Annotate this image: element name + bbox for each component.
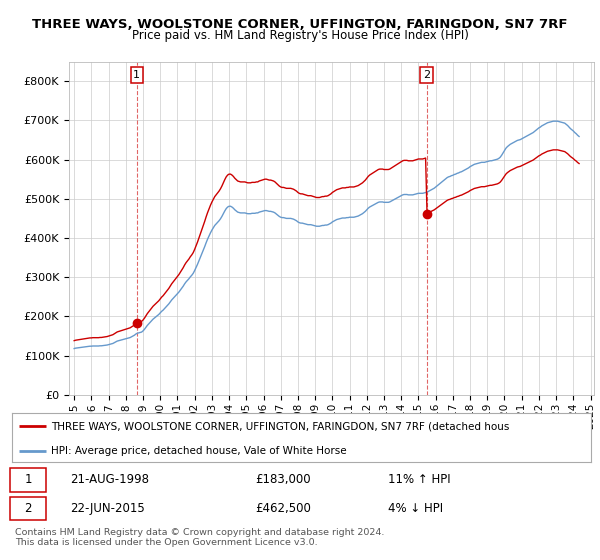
FancyBboxPatch shape [10, 468, 46, 492]
Text: Price paid vs. HM Land Registry's House Price Index (HPI): Price paid vs. HM Land Registry's House … [131, 29, 469, 42]
Text: 1: 1 [25, 473, 32, 486]
Text: 2: 2 [25, 502, 32, 515]
FancyBboxPatch shape [10, 497, 46, 520]
Text: £183,000: £183,000 [255, 473, 311, 486]
Text: 2: 2 [423, 70, 430, 80]
Text: 11% ↑ HPI: 11% ↑ HPI [388, 473, 451, 486]
Text: 1: 1 [133, 70, 140, 80]
Text: £462,500: £462,500 [255, 502, 311, 515]
Text: THREE WAYS, WOOLSTONE CORNER, UFFINGTON, FARINGDON, SN7 7RF: THREE WAYS, WOOLSTONE CORNER, UFFINGTON,… [32, 18, 568, 31]
Text: 22-JUN-2015: 22-JUN-2015 [70, 502, 145, 515]
Text: THREE WAYS, WOOLSTONE CORNER, UFFINGTON, FARINGDON, SN7 7RF (detached hous: THREE WAYS, WOOLSTONE CORNER, UFFINGTON,… [52, 421, 510, 431]
Text: Contains HM Land Registry data © Crown copyright and database right 2024.
This d: Contains HM Land Registry data © Crown c… [15, 528, 385, 547]
Text: 21-AUG-1998: 21-AUG-1998 [70, 473, 149, 486]
Text: HPI: Average price, detached house, Vale of White Horse: HPI: Average price, detached house, Vale… [52, 446, 347, 456]
Text: 4% ↓ HPI: 4% ↓ HPI [388, 502, 443, 515]
